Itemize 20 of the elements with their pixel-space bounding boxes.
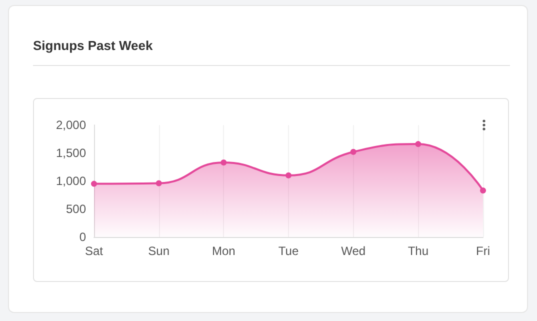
x-tick-label: Sun (148, 244, 170, 258)
chart-title: Signups Past Week (33, 38, 153, 53)
point (350, 148, 356, 155)
x-tick-label: Fri (476, 244, 490, 258)
y-tick-label: 2,000 (56, 118, 86, 132)
x-tick-label: Tue (278, 244, 299, 258)
x-tick-label: Wed (341, 244, 366, 258)
x-tick-label: Mon (212, 244, 236, 258)
point (286, 172, 292, 178)
point (156, 180, 162, 186)
point (415, 141, 422, 148)
y-tick-label: 0 (79, 230, 86, 244)
x-tick-label: Thu (408, 244, 429, 258)
y-tick-label: 1,000 (56, 174, 86, 188)
y-tick-label: 500 (66, 202, 86, 216)
point (480, 188, 486, 194)
point (91, 180, 97, 187)
point (220, 160, 227, 166)
y-tick-label: 1,500 (56, 146, 86, 160)
x-tick-label: Sat (84, 244, 104, 258)
